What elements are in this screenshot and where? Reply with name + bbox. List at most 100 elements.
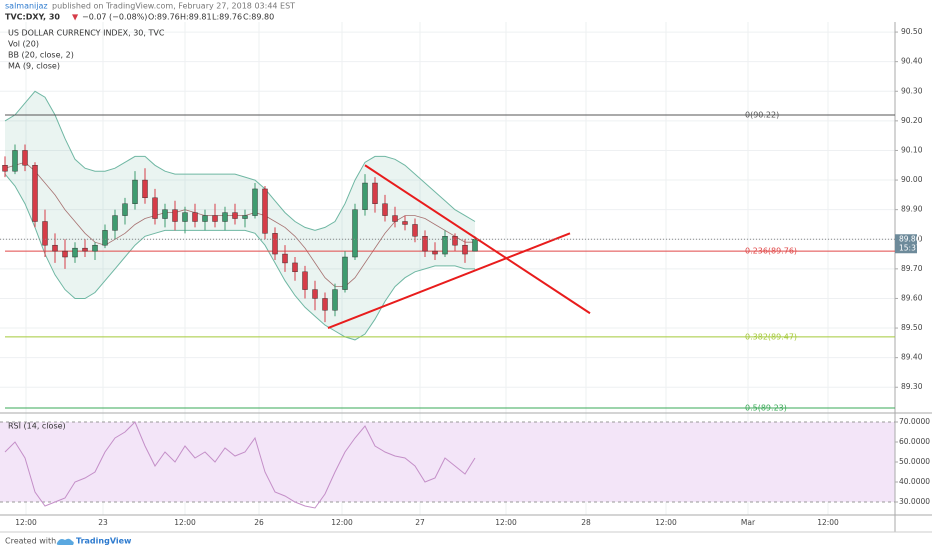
rsi-title: RSI (14, close) xyxy=(8,422,66,431)
y-tick-label: 90.30 xyxy=(901,86,923,95)
published: published on TradingView.com, February 2… xyxy=(52,2,295,11)
candle-body xyxy=(322,298,328,311)
author[interactable]: salmanijaz xyxy=(5,2,48,11)
y-tick-label: 89.50 xyxy=(901,323,923,332)
candle-body xyxy=(72,247,78,258)
candle-body xyxy=(182,212,188,222)
y-tick-label: 89.70 xyxy=(901,264,923,273)
indicator: MA (9, close) xyxy=(8,62,60,71)
y-tick-label: 90.10 xyxy=(901,145,923,154)
candle-body xyxy=(152,197,158,219)
y-tick-label: 70.0000 xyxy=(899,417,930,426)
symbol: TVC:DXY, 30 xyxy=(5,13,60,22)
y-tick-label: 89.90 xyxy=(901,205,923,214)
x-tick-label: 12:00 xyxy=(495,518,517,527)
candle-body xyxy=(302,271,308,290)
candle-body xyxy=(362,182,368,210)
candle-body xyxy=(92,244,98,252)
candle-body xyxy=(462,244,468,255)
footer-brand[interactable]: TradingView xyxy=(76,537,132,546)
candle-body xyxy=(32,165,38,222)
candle-body xyxy=(52,244,58,252)
rsi-band xyxy=(0,422,895,502)
candle-body xyxy=(382,203,388,216)
candle-body xyxy=(342,256,348,290)
indicator: Vol (20) xyxy=(8,40,39,49)
candle-body xyxy=(12,150,18,172)
x-tick-label: 12:00 xyxy=(655,518,677,527)
candle-body xyxy=(142,179,148,199)
countdown-label: 15:37 xyxy=(899,243,921,252)
candle-body xyxy=(452,236,458,246)
x-tick-label: 12:00 xyxy=(174,518,196,527)
x-tick-label: 26 xyxy=(254,518,264,527)
y-tick-label: 90.40 xyxy=(901,57,923,66)
candle-body xyxy=(82,247,88,252)
y-tick-label: 90.20 xyxy=(901,116,923,125)
y-tick-label: 30.0000 xyxy=(899,497,930,506)
x-tick-label: 12:00 xyxy=(15,518,37,527)
candle-body xyxy=(212,215,218,222)
candle-body xyxy=(262,188,268,234)
x-tick-label: 27 xyxy=(415,518,425,527)
change-arrow: ▼ xyxy=(72,13,79,22)
indicator: BB (20, close, 2) xyxy=(8,51,74,60)
candle-body xyxy=(252,188,258,216)
y-tick-label: 90.00 xyxy=(901,175,923,184)
rsi-line xyxy=(4,421,476,509)
candle-body xyxy=(352,209,358,258)
y-tick-label: 90.50 xyxy=(901,27,923,36)
y-tick-label: 50.0000 xyxy=(899,457,930,466)
ohlc-close: C:89.80 xyxy=(243,13,274,22)
candle-body xyxy=(22,150,28,166)
candle-body xyxy=(372,182,378,204)
footer-created: Created with xyxy=(5,537,56,546)
x-tick-label: Mar xyxy=(741,518,756,527)
bb-upper xyxy=(4,90,476,231)
candle-body xyxy=(132,179,138,204)
candle-body xyxy=(242,215,248,219)
candle-body xyxy=(172,209,178,222)
ohlc-open: O:89.76 xyxy=(148,13,180,22)
fib-label: 0.236(89.76) xyxy=(745,247,797,256)
candle-body xyxy=(112,215,118,231)
candle-body xyxy=(62,250,68,258)
candle-body xyxy=(412,224,418,237)
x-tick-label: 23 xyxy=(98,518,108,527)
fib-label: 0.5(89.23) xyxy=(745,403,787,412)
ohlc-high: H:89.81 xyxy=(180,13,212,22)
bb-lower xyxy=(4,173,475,341)
candle-body xyxy=(2,165,8,172)
last-price-badge xyxy=(895,234,917,254)
candle-body xyxy=(442,236,448,255)
y-tick-label: 40.0000 xyxy=(899,477,930,486)
candle-body xyxy=(312,289,318,299)
candle-body xyxy=(232,212,238,219)
last-price-label: 89.80 xyxy=(899,234,921,243)
candle-body xyxy=(402,221,408,225)
y-tick-label: 89.30 xyxy=(901,382,923,391)
candle-body xyxy=(422,236,428,252)
x-tick-label: 12:00 xyxy=(817,518,839,527)
brand-logo xyxy=(56,538,74,545)
candle-body xyxy=(192,212,198,222)
candle-body xyxy=(42,221,48,246)
series-title: US DOLLAR CURRENCY INDEX, 30, TVC xyxy=(8,29,165,38)
candle-body xyxy=(432,250,438,255)
ohlc-low: L:89.76 xyxy=(212,13,242,22)
y-tick-label: 89.60 xyxy=(901,293,923,302)
candle-body xyxy=(122,203,128,216)
change: −0.07 (−0.08%) xyxy=(82,13,147,22)
candle-body xyxy=(292,262,298,273)
candle-body xyxy=(472,239,478,252)
candle-body xyxy=(282,253,288,264)
candle-body xyxy=(102,230,108,246)
candle-body xyxy=(272,233,278,255)
x-tick-label: 12:00 xyxy=(331,518,353,527)
y-tick-label: 60.0000 xyxy=(899,437,930,446)
candle-body xyxy=(332,289,338,311)
x-tick-label: 28 xyxy=(581,518,591,527)
trendline xyxy=(327,232,571,329)
